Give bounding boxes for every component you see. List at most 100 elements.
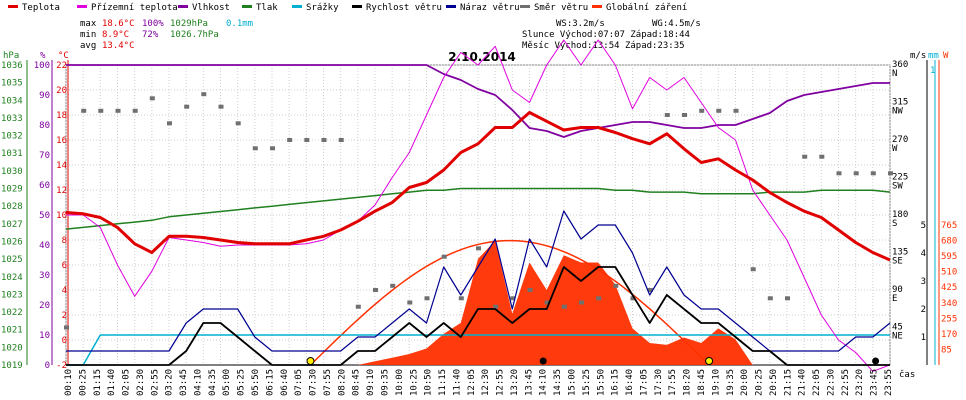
stats-max-hum: 100%	[142, 19, 164, 29]
press-tick-10: 1029	[1, 185, 23, 195]
dir-point-20	[407, 300, 413, 305]
dir-point-29	[561, 304, 567, 309]
x-tick-7: 03:20	[165, 369, 175, 396]
dir-label-2: W	[892, 144, 898, 154]
press-tick-8: 1027	[1, 220, 23, 230]
legend-swatch-6	[446, 5, 456, 8]
dir-point-0	[64, 325, 69, 330]
rad-tick-6: 595	[941, 252, 957, 262]
dir-tick-1: 315	[892, 98, 908, 108]
x-tick-20: 08:45	[352, 369, 362, 396]
dir-point-11	[252, 146, 258, 151]
dir-point-1	[81, 108, 87, 113]
x-tick-3: 01:40	[107, 369, 117, 396]
legend-label-8: Globální záření	[606, 3, 687, 13]
hum-tick-6: 60	[39, 181, 50, 191]
x-tick-31: 13:20	[510, 369, 520, 396]
x-tick-10: 04:35	[208, 369, 218, 396]
hum-tick-9: 90	[39, 91, 50, 101]
wind-tick-0: 1	[921, 333, 926, 343]
legend-swatch-1	[77, 5, 87, 8]
info-sun: Slunce Východ:07:07 Západ:18:44	[522, 30, 690, 40]
legend-swatch-2	[178, 5, 188, 8]
dir-point-25	[493, 304, 499, 309]
dir-point-14	[304, 138, 310, 142]
dir-label-3: SW	[892, 182, 903, 192]
x-tick-16: 07:05	[294, 369, 304, 396]
dir-point-7	[184, 104, 190, 109]
dir-tick-3: 225	[892, 173, 908, 183]
legend-swatch-5	[352, 5, 362, 8]
series-ground-temp	[66, 39, 891, 372]
dir-point-28	[544, 300, 550, 305]
dir-label-6: E	[892, 294, 897, 304]
series-rain	[66, 334, 890, 366]
wind-tick-3: 4	[921, 249, 926, 259]
dir-point-19	[390, 283, 396, 288]
temp-tick-2: 2	[62, 311, 67, 321]
x-tick-11: 05:00	[222, 369, 232, 396]
temp-tick-11: 20	[56, 86, 67, 96]
x-tick-30: 12:55	[496, 369, 506, 396]
axis-units: hPa % °C m/s mm W čas	[3, 51, 949, 380]
wind-tick-2: 3	[921, 277, 926, 287]
series-pressure	[65, 187, 891, 230]
x-tick-5: 02:30	[136, 369, 146, 396]
dir-point-15	[321, 138, 327, 142]
dir-point-38	[716, 108, 722, 113]
temp-tick-12: 22	[56, 61, 67, 71]
x-tick-8: 03:45	[179, 369, 189, 396]
x-tick-27: 11:40	[452, 369, 462, 396]
moonrise-marker	[539, 357, 547, 365]
dir-tick-2: 270	[892, 135, 908, 145]
temp-tick-10: 18	[56, 111, 67, 121]
stats-block: max 18.6°C 100% 1029hPa 0.1mm min 8.9°C …	[80, 19, 253, 51]
stats-avg-temp: 13.4°C	[102, 41, 135, 51]
x-tick-47: 20:00	[740, 369, 750, 396]
x-tick-55: 23:20	[855, 369, 865, 396]
dir-point-37	[699, 108, 705, 113]
temp-tick-5: 8	[62, 236, 67, 246]
rad-tick-5: 510	[941, 268, 957, 278]
dir-point-35	[664, 113, 670, 117]
x-tick-22: 09:35	[381, 369, 391, 396]
stats-avg-label: avg	[80, 41, 96, 51]
hum-tick-0: 0	[45, 361, 50, 371]
x-tick-1: 00:25	[78, 369, 88, 396]
x-tick-54: 22:55	[841, 369, 851, 396]
rad-tick-7: 680	[941, 237, 957, 247]
info-ws: WS:3.2m/s	[556, 19, 605, 29]
dir-point-21	[424, 296, 430, 301]
temp-tick-4: 6	[62, 261, 67, 271]
legend-label-2: Vlhkost	[192, 3, 230, 13]
dir-point-36	[682, 113, 687, 117]
dir-point-10	[235, 121, 241, 126]
stats-max-press: 1029hPa	[170, 19, 208, 29]
press-tick-16: 1035	[1, 79, 23, 89]
stats-max-label: max	[80, 19, 97, 29]
dir-point-17	[355, 304, 361, 309]
x-tick-23: 10:00	[395, 369, 405, 396]
hum-unit: %	[40, 51, 46, 61]
x-tick-41: 17:30	[654, 369, 664, 396]
legend-swatch-3	[242, 5, 252, 8]
dir-point-42	[785, 296, 790, 301]
press-tick-2: 1021	[1, 326, 23, 336]
temp-tick-1: 0	[62, 336, 67, 346]
x-tick-6: 02:55	[150, 369, 160, 396]
x-tick-56: 23:45	[870, 369, 880, 396]
sunset-marker	[705, 357, 714, 365]
x-tick-28: 12:05	[467, 369, 477, 396]
series-humidity	[66, 64, 890, 138]
legend-label-5: Rychlost větru	[366, 3, 442, 13]
dir-point-4	[132, 108, 138, 113]
x-tick-29: 12:30	[481, 369, 491, 396]
x-tick-45: 19:10	[711, 369, 721, 396]
chart-title: 2.10.2014	[448, 50, 516, 64]
x-tick-25: 10:50	[424, 369, 434, 396]
press-tick-13: 1032	[1, 132, 23, 142]
info-wg: WG:4.5m/s	[652, 19, 701, 29]
legend-label-6: Náraz větru	[460, 3, 520, 13]
legend-swatch-8	[592, 5, 602, 8]
